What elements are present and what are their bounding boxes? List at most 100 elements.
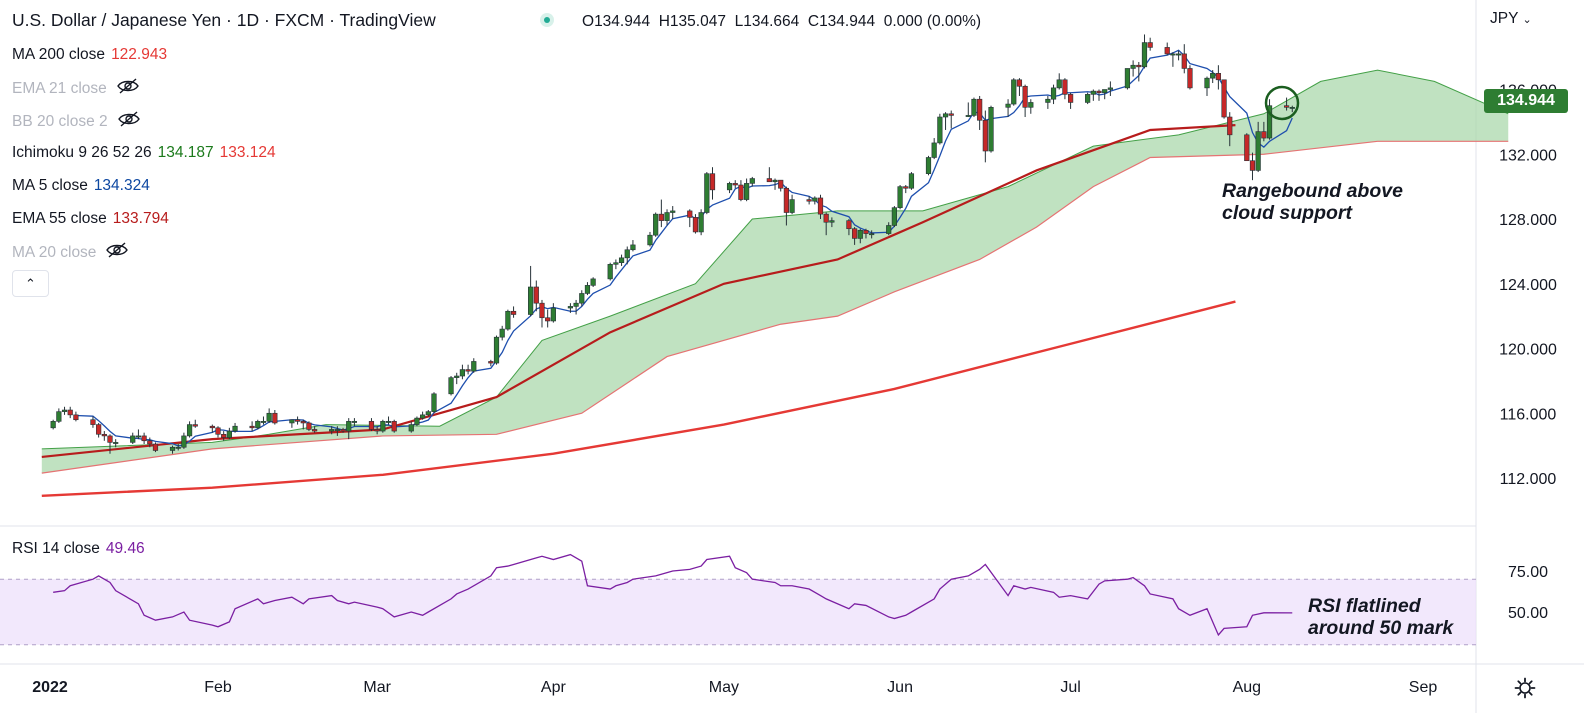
candle-body [1227, 116, 1233, 136]
time-tick-label: Aug [1233, 679, 1261, 696]
candle-body [1249, 160, 1256, 171]
legend-row[interactable]: BB 20 close 2 [12, 111, 140, 133]
candle-body [658, 213, 664, 221]
cloud-upper-line [41, 69, 1509, 450]
candle-body [181, 435, 187, 448]
candle-body [613, 262, 619, 265]
candle-body [169, 446, 176, 451]
candle-body [1187, 68, 1193, 89]
price-tick-label: 128.000 [1499, 212, 1557, 229]
last-price-label: 134.944 [1484, 89, 1568, 113]
candle-body [96, 424, 102, 435]
candle-body [175, 446, 181, 449]
highlight-circle [1264, 85, 1300, 121]
rsi-line [53, 553, 1293, 637]
candle-body [385, 421, 392, 423]
candle-body [374, 429, 380, 432]
legend-label: MA 20 close [12, 243, 97, 261]
candle-body [857, 230, 863, 239]
candle-body [226, 430, 232, 438]
legend-row[interactable]: MA 5 close 134.324 [12, 176, 150, 196]
candle-body [670, 210, 676, 213]
legend-label: EMA 55 close [12, 210, 107, 227]
candle-body [1124, 68, 1131, 89]
candle-body [1067, 94, 1074, 103]
candle-body [312, 429, 318, 432]
candle-body [573, 302, 579, 307]
price-tick-label: 124.000 [1499, 277, 1557, 294]
candle-body [1283, 105, 1290, 108]
candle-body [510, 310, 517, 315]
candle-body [726, 183, 733, 191]
candle-body [886, 225, 892, 234]
eye-crossed-icon[interactable] [116, 78, 139, 100]
candle-body [306, 422, 312, 430]
symbol-title-text: U.S. Dollar / Japanese Yen · 1D · FXCM ·… [12, 10, 436, 30]
open-value: 134.944 [594, 13, 651, 30]
eye-crossed-icon[interactable] [106, 242, 129, 264]
cloud-annotation-line-2: cloud support [1222, 202, 1352, 224]
currency-selector[interactable]: JPY ⌄ [1490, 10, 1532, 28]
candle-body [567, 306, 574, 309]
currency-label: JPY [1490, 10, 1519, 27]
candle-body [1056, 79, 1062, 89]
candle-body [391, 421, 397, 432]
candle-body [1244, 134, 1250, 162]
candle-body [1107, 87, 1113, 90]
chevron-down-icon: ⌄ [1522, 14, 1532, 26]
market-status-dot[interactable] [540, 13, 554, 27]
legend-row[interactable]: MA 200 close 122.943 [12, 45, 167, 65]
candle-body [1045, 98, 1051, 103]
rsi-value: 49.46 [105, 540, 145, 557]
candle-body [942, 113, 949, 118]
candle-body [368, 421, 375, 430]
candle-body [772, 179, 778, 183]
legend-row[interactable]: MA 20 close [12, 242, 129, 264]
high-value: 135.047 [669, 13, 726, 30]
collapse-legend-button[interactable]: ⌃ [12, 270, 49, 297]
candle-body [806, 199, 812, 202]
candle-body [351, 421, 358, 423]
candle-body [948, 113, 954, 116]
candle-body [505, 310, 511, 330]
rsi-tick-label: 75.00 [1508, 564, 1548, 581]
candle-body [1050, 87, 1057, 100]
candle-body [1016, 79, 1023, 87]
settings-button[interactable] [1514, 677, 1536, 704]
legend-value: 134.187 [157, 144, 214, 162]
candle-body [471, 361, 477, 372]
candle-body [1215, 73, 1221, 81]
time-tick-label: 2022 [32, 679, 68, 696]
legend-row[interactable]: Ichimoku 9 26 52 26 134.187 133.124 [12, 143, 276, 163]
rsi-pane [0, 553, 1476, 646]
candle-body [778, 179, 784, 189]
legend-row[interactable]: EMA 55 close 133.794 [12, 209, 169, 229]
candle-body [1141, 42, 1148, 68]
eye-crossed-icon[interactable] [117, 111, 140, 133]
candle-body [221, 433, 227, 438]
candle-body [647, 234, 653, 246]
candle-body [266, 412, 272, 422]
candle-body [50, 421, 56, 429]
candle-body [698, 212, 704, 233]
open-label: O [582, 13, 595, 30]
candle-body [340, 429, 346, 432]
candle-body [1130, 64, 1136, 69]
symbol-title[interactable]: U.S. Dollar / Japanese Yen · 1D · FXCM ·… [12, 10, 436, 31]
candle-body [812, 197, 818, 202]
candle-body [1175, 53, 1182, 56]
candle-body [852, 228, 858, 239]
candle-body [579, 293, 585, 304]
candle-body [897, 186, 903, 208]
candle-body [709, 173, 716, 191]
rsi-legend[interactable]: RSI 14 close 49.46 [12, 539, 145, 559]
candle-body [539, 302, 545, 319]
candle-body [925, 157, 932, 174]
candle-body [61, 409, 68, 412]
time-tick-label: Apr [541, 679, 567, 696]
candle-body [493, 336, 500, 364]
legend-row[interactable]: EMA 21 close [12, 78, 139, 100]
candle-body [1181, 53, 1187, 69]
candle-body [766, 178, 772, 183]
